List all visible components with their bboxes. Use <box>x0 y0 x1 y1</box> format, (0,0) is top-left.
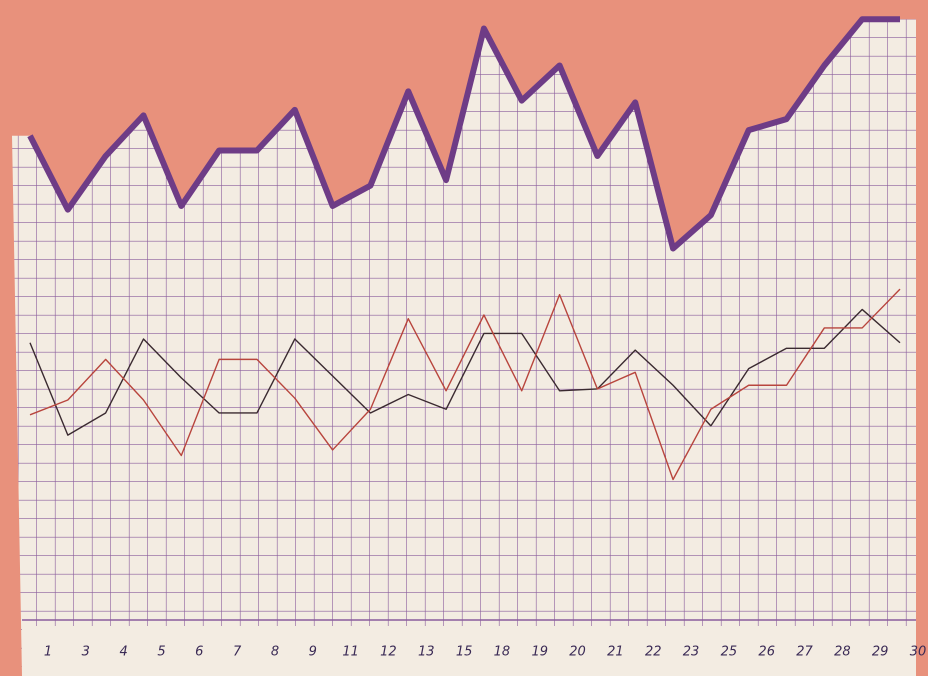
x-tick-label: 11 <box>342 645 359 660</box>
x-tick-label: 1 <box>44 645 52 660</box>
x-tick-label: 19 <box>531 645 548 660</box>
series-line <box>27 16 900 252</box>
x-tick-label: 4 <box>120 645 128 660</box>
x-tick-label: 20 <box>569 645 586 660</box>
x-tick-label: 13 <box>418 645 435 660</box>
x-tick-label: 30 <box>910 645 927 660</box>
x-tick-label: 9 <box>309 645 317 660</box>
x-tick-label: 21 <box>607 645 624 660</box>
x-tick-label: 7 <box>233 645 242 660</box>
x-tick-label: 8 <box>271 645 279 660</box>
x-tick-label: 27 <box>796 645 813 660</box>
x-tick-label: 18 <box>494 645 511 660</box>
x-tick-label: 28 <box>834 645 851 660</box>
series-line <box>29 308 901 436</box>
x-tick-label: 26 <box>758 645 775 660</box>
x-tick-label: 15 <box>456 645 473 660</box>
x-tick-label: 22 <box>645 645 662 660</box>
x-tick-label: 23 <box>683 645 700 660</box>
paper-area <box>12 19 916 676</box>
x-tick-label: 5 <box>157 645 165 660</box>
x-tick-label: 12 <box>380 645 397 660</box>
series-line <box>29 288 901 481</box>
x-tick-label: 29 <box>872 645 889 660</box>
label-strip <box>22 626 916 676</box>
x-tick-label: 6 <box>195 645 203 660</box>
x-tick-label: 25 <box>721 645 738 660</box>
x-tick-label: 3 <box>82 645 90 660</box>
